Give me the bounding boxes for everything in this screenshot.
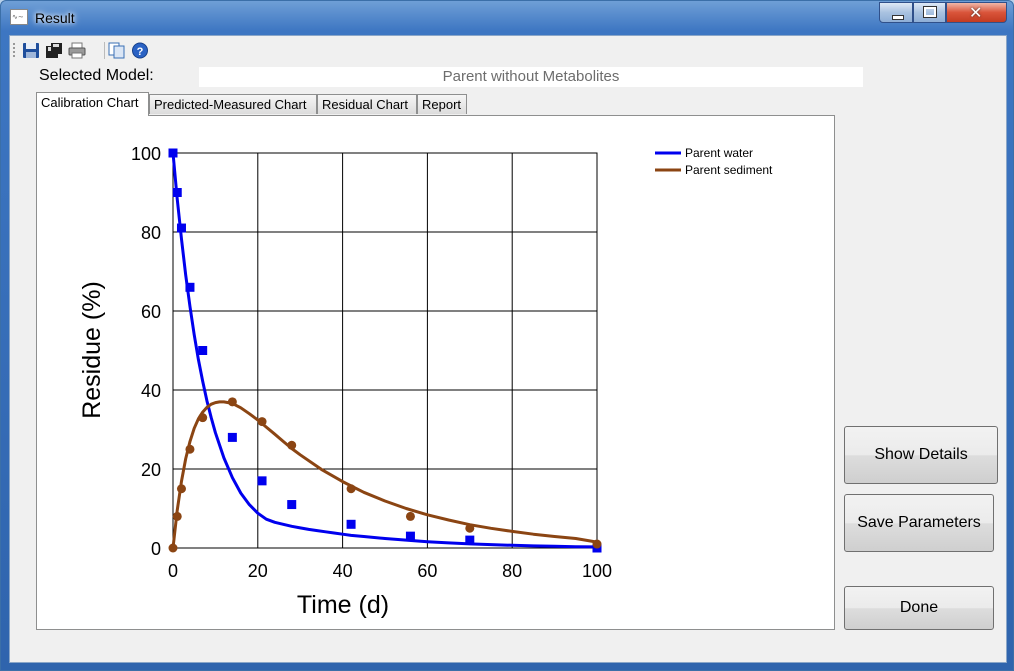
maximize-icon [924, 7, 936, 17]
parent-sediment-point [227, 397, 237, 407]
svg-text:?: ? [137, 46, 144, 58]
done-button[interactable]: Done [844, 586, 994, 630]
parent-water-point [185, 282, 195, 292]
save-all-icon[interactable] [45, 42, 63, 59]
parent-sediment-point [592, 539, 602, 549]
plot-area [172, 152, 598, 549]
parent-water-point [346, 519, 356, 529]
parent-water-point [405, 531, 415, 541]
parent-sediment-point [465, 523, 475, 533]
parent-water-point [168, 148, 178, 158]
toolbar: ? [10, 38, 210, 62]
x-tick-label: 80 [502, 561, 522, 581]
parent-sediment-point [287, 440, 297, 450]
y-tick-label: 40 [141, 381, 161, 401]
close-button[interactable]: ✕ [946, 2, 1007, 23]
chart-axes: 0 20 40 60 80 100 0 20 40 60 80 100 [131, 144, 612, 581]
parent-sediment-point [168, 543, 178, 553]
help-icon[interactable]: ? [131, 42, 149, 59]
done-label: Done [899, 599, 939, 616]
minimize-icon [892, 15, 904, 20]
minimize-button[interactable] [879, 2, 913, 23]
parent-sediment-point [257, 417, 267, 427]
calibration-chart-panel: 0 20 40 60 80 100 0 20 40 60 80 100 Parent water Par… [36, 115, 835, 630]
parent-sediment-point [185, 444, 195, 454]
x-tick-label: 40 [333, 561, 353, 581]
save-icon[interactable] [22, 42, 40, 59]
y-tick-label: 20 [141, 460, 161, 480]
chart-series [168, 148, 602, 553]
parent-sediment-point [176, 484, 186, 494]
close-icon: ✕ [969, 3, 983, 22]
chart-legend: Parent water Parent sediment [655, 146, 773, 177]
x-tick-label: 100 [582, 561, 612, 581]
parent-water-point [257, 476, 267, 486]
y-tick-label: 60 [141, 302, 161, 322]
copy-icon[interactable] [108, 42, 126, 59]
show-details-label: Show Details [874, 446, 968, 463]
x-tick-label: 0 [168, 561, 178, 581]
toolbar-grip[interactable] [13, 43, 17, 57]
x-axis-label: Time (d) [297, 591, 389, 619]
tab-report[interactable]: Report [417, 94, 467, 114]
title-bar[interactable]: ∿∼ Result ✕ [1, 1, 1013, 35]
maximize-button[interactable] [913, 2, 946, 23]
legend-label-parent-sediment: Parent sediment [685, 163, 773, 177]
window-title: Result [35, 10, 75, 26]
client-area: ? Selected Model: Parent without Metabol… [9, 35, 1007, 663]
selected-model-value: Parent without Metabolites [199, 67, 863, 87]
x-tick-label: 20 [248, 561, 268, 581]
toolbar-separator [104, 42, 105, 59]
parent-sediment-point [405, 511, 415, 521]
legend-label-parent-water: Parent water [685, 146, 753, 160]
parent-water-point [172, 188, 182, 197]
selected-model-label: Selected Model: [39, 67, 154, 84]
y-axis-label: Residue (%) [78, 281, 106, 419]
parent-water-point [176, 223, 186, 233]
y-tick-label: 80 [141, 223, 161, 243]
print-icon[interactable] [68, 42, 86, 59]
save-parameters-label: Save Parameters [857, 514, 981, 531]
parent-sediment-point [172, 511, 182, 521]
y-tick-label: 100 [131, 144, 161, 164]
y-tick-label: 0 [151, 539, 161, 559]
parent-water-point [287, 500, 297, 510]
app-icon: ∿∼ [10, 9, 28, 25]
save-parameters-button[interactable]: Save Parameters [844, 494, 994, 552]
parent-water-fit-line [171, 152, 598, 549]
parent-water-point [465, 535, 475, 545]
chart-grid [172, 152, 598, 549]
tab-calibration-chart[interactable]: Calibration Chart [36, 92, 149, 116]
parent-water-point [198, 346, 208, 355]
tab-predicted-measured-chart[interactable]: Predicted-Measured Chart [149, 94, 317, 114]
parent-water-point [227, 432, 237, 442]
x-tick-label: 60 [417, 561, 437, 581]
tab-residual-chart[interactable]: Residual Chart [317, 94, 417, 114]
parent-sediment-point [346, 484, 356, 494]
show-details-button[interactable]: Show Details [844, 426, 998, 484]
parent-sediment-point [198, 413, 208, 423]
